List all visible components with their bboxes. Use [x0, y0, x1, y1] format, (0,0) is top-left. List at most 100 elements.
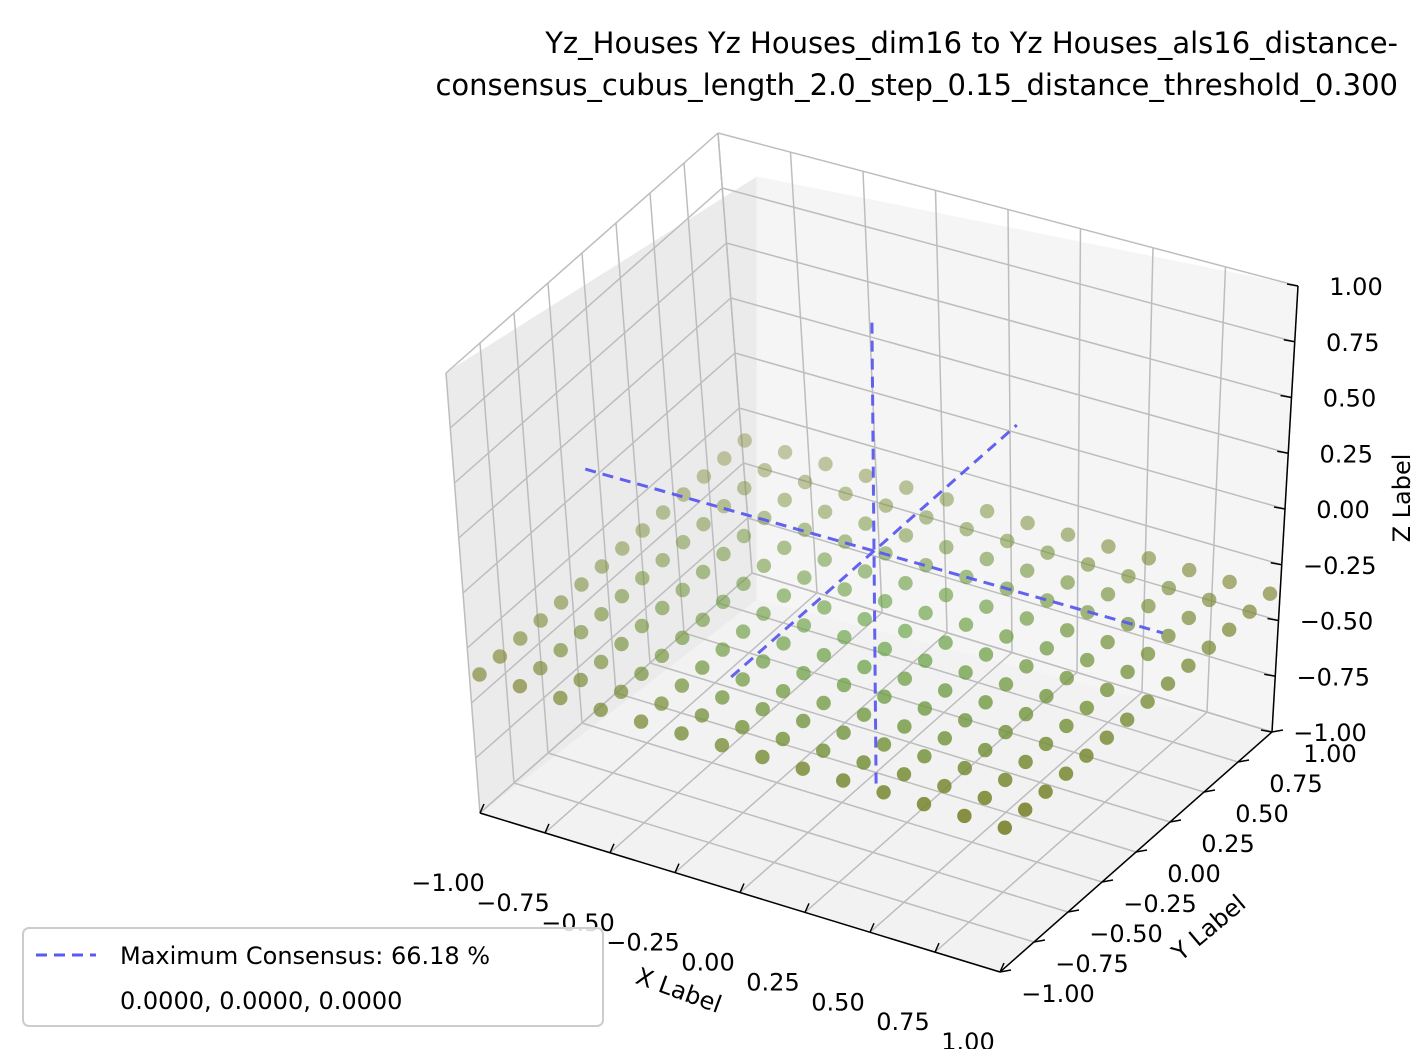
scatter-point	[695, 612, 710, 627]
scatter-point	[937, 778, 952, 794]
scatter-point	[695, 660, 710, 675]
scatter-point	[1019, 611, 1034, 626]
scatter-point	[755, 749, 770, 765]
scatter-point	[1059, 718, 1074, 734]
y-tick-label: −0.75	[1055, 950, 1129, 978]
scatter-point	[957, 760, 972, 776]
consensus-y-line	[730, 423, 1018, 679]
scatter-point	[737, 433, 752, 448]
y-tick-label: 0.50	[1235, 800, 1288, 828]
scatter-point	[1079, 748, 1094, 763]
scatter-point	[1161, 580, 1177, 596]
scatter-point	[574, 577, 589, 592]
scatter-point	[655, 505, 671, 520]
scatter-point	[533, 613, 548, 628]
scatter-point	[594, 607, 609, 622]
scatter-point	[959, 522, 974, 537]
scatter-point	[735, 672, 750, 687]
scatter-point	[876, 785, 891, 800]
grid-line	[649, 662, 1171, 823]
scatter-point	[918, 558, 934, 573]
scatter-point	[1121, 569, 1136, 584]
scatter-point	[696, 517, 711, 532]
scatter-point	[615, 541, 630, 556]
scatter-point	[979, 551, 994, 567]
scatter-point	[1120, 664, 1135, 680]
scatter-point	[1020, 515, 1035, 531]
y-tick	[999, 969, 1012, 973]
scatter-point	[1060, 623, 1075, 638]
scatter-point	[1038, 784, 1053, 799]
z-tick-label: 0.75	[1326, 329, 1379, 357]
z-tick	[1283, 339, 1295, 343]
scatter-point	[655, 553, 670, 568]
scatter-point	[957, 808, 972, 824]
scatter-point	[899, 480, 914, 495]
scatter-point	[755, 654, 771, 669]
scatter-point	[1080, 652, 1095, 668]
scatter-point	[696, 469, 712, 484]
scatter-point	[939, 540, 954, 555]
scatter-point	[715, 642, 730, 657]
scatter-point	[998, 724, 1013, 740]
scatter-point	[817, 552, 832, 567]
legend: Maximum Consensus: 66.18 % 0.0000, 0.000…	[22, 927, 604, 1027]
scatter-point	[837, 630, 852, 645]
x-tick-label: 0.50	[811, 988, 864, 1016]
scatter-point	[978, 695, 993, 710]
x-tick	[804, 903, 810, 913]
scatter-point	[776, 588, 792, 603]
scatter-point	[797, 570, 812, 585]
scatter-point	[918, 653, 933, 668]
scatter-point	[856, 707, 872, 722]
grid-lines	[445, 132, 1299, 973]
x-tick	[479, 803, 485, 814]
scatter-point	[979, 599, 994, 614]
scatter-point	[997, 820, 1012, 835]
z-tick	[1267, 617, 1279, 622]
scatter-point	[977, 790, 992, 806]
z-tick	[1286, 283, 1299, 287]
y-tick	[1203, 789, 1216, 793]
scatter-point	[919, 510, 934, 525]
scatter-point	[838, 486, 853, 501]
scatter-point	[837, 534, 853, 549]
scatter-point	[877, 689, 892, 704]
scatter-point	[1262, 586, 1278, 601]
scatter-point	[857, 659, 872, 675]
grid-line	[1206, 266, 1227, 713]
x-tick-label: 0.25	[746, 968, 799, 996]
scatter-point	[979, 504, 995, 519]
grid-line	[726, 242, 1292, 399]
y-tick-label: −1.00	[1021, 980, 1095, 1008]
scatter-point	[958, 665, 973, 680]
scatter-point	[998, 772, 1013, 788]
scatter-point	[816, 743, 831, 758]
grid-line	[462, 352, 736, 594]
scatter-point	[654, 696, 669, 711]
scatter-point	[796, 618, 812, 633]
x-tick	[609, 843, 615, 854]
scatter-point	[775, 684, 791, 699]
x-tick	[674, 863, 680, 873]
y-tick-label: 1.00	[1303, 740, 1356, 768]
scatter-point	[654, 648, 670, 663]
scatter-point	[1019, 563, 1035, 578]
z-tick-label: 1.00	[1329, 273, 1382, 301]
scatter-point	[553, 690, 568, 706]
scatter-point	[836, 677, 852, 693]
scatter-point	[735, 720, 750, 735]
consensus-z-line	[870, 318, 878, 784]
scatter-point	[736, 576, 751, 591]
scatter-point	[795, 761, 810, 776]
axis-lines	[479, 283, 1299, 973]
y-tick	[1135, 849, 1148, 853]
scatter-point	[676, 487, 691, 502]
scatter-point	[797, 522, 812, 537]
z-tick-label: −0.25	[1303, 552, 1377, 580]
grid-line	[717, 132, 1299, 287]
scatter-point	[856, 755, 871, 770]
z-tick-label: −1.00	[1293, 719, 1367, 747]
grid-line	[683, 632, 1205, 793]
scatter-point	[1100, 587, 1116, 602]
